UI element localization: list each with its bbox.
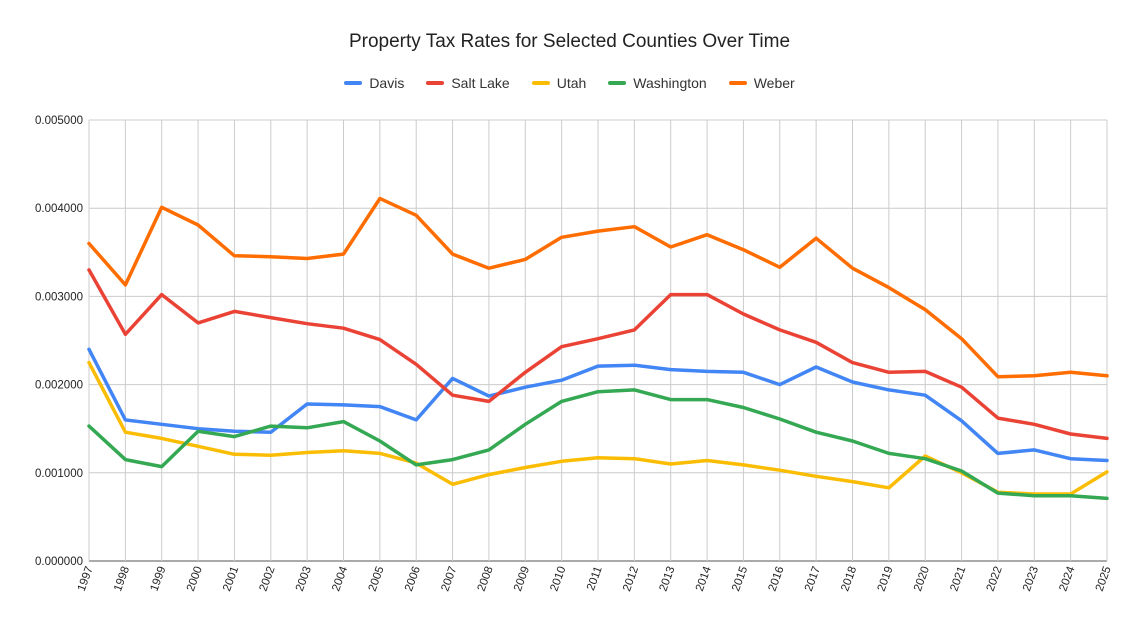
y-tick-label: 0.003000	[35, 291, 83, 303]
series-line-salt-lake	[87, 268, 1109, 441]
x-tick-label: 2021	[948, 565, 968, 593]
legend-swatch	[344, 81, 363, 85]
y-tick-label: 0.004000	[35, 203, 83, 215]
x-tick-label: 2015	[730, 565, 750, 593]
y-tick-label: 0.001000	[35, 468, 83, 480]
grid	[88, 119, 1108, 562]
legend-label: Utah	[556, 75, 587, 91]
legend-label: Washington	[633, 75, 707, 91]
x-tick-label: 1999	[149, 565, 169, 593]
x-tick-label: 2007	[439, 565, 459, 593]
x-tick-label: 2017	[803, 565, 823, 593]
x-tick-label: 2013	[658, 565, 678, 593]
x-tick-label: 2022	[985, 565, 1005, 593]
series-line-washington	[87, 388, 1109, 501]
legend-swatch	[608, 81, 627, 85]
x-tick-label: 2011	[585, 565, 605, 592]
x-tick-label: 2003	[294, 565, 314, 593]
x-tick-label: 2010	[548, 565, 568, 593]
legend-swatch	[426, 81, 445, 85]
y-tick-label: 0.005000	[35, 115, 83, 127]
x-tick-label: 2005	[367, 565, 387, 593]
legend-item: Salt Lake	[426, 75, 510, 91]
x-tick-label: 2019	[876, 565, 896, 593]
x-tick-label: 1998	[112, 565, 132, 593]
x-tick-label: 2002	[258, 565, 278, 593]
legend-item: Weber	[728, 75, 795, 91]
legend-swatch	[728, 81, 747, 85]
x-tick-label: 2020	[912, 565, 932, 593]
x-tick-label: 2024	[1057, 564, 1077, 593]
x-tick-label: 2009	[512, 565, 532, 593]
legend-item: Utah	[531, 75, 587, 91]
x-tick-label: 1997	[76, 565, 96, 593]
legend: Davis Salt Lake Utah Washington Weber	[0, 75, 1139, 91]
x-tick-label: 2023	[1021, 565, 1041, 593]
x-tick-label: 2008	[476, 565, 496, 593]
x-tick-label: 2004	[330, 564, 350, 593]
series-line-weber	[87, 196, 1109, 379]
legend-label: Davis	[369, 75, 405, 91]
y-tick-label: 0.000000	[35, 556, 83, 568]
x-tick-label: 2018	[839, 565, 859, 593]
x-tick-label: 2001	[221, 565, 241, 593]
legend-label: Salt Lake	[451, 75, 510, 91]
x-tick-label: 2014	[694, 564, 714, 593]
x-tick-label: 2006	[403, 565, 423, 593]
legend-item: Washington	[608, 75, 707, 91]
x-axis-tick-labels: 1997 1998 1999 2000 2001 2002 2003 2004 2005 2006…	[76, 564, 1114, 593]
legend-swatch	[531, 81, 550, 85]
y-axis-tick-labels: 0.000000 0.001000 0.002000 0.003000 0.004000…	[35, 115, 83, 568]
chart-title: Property Tax Rates for Selected Counties…	[348, 31, 791, 52]
y-tick-label: 0.002000	[35, 380, 83, 392]
x-tick-label: 2012	[621, 565, 641, 593]
legend-item: Davis	[344, 75, 404, 91]
series-line-davis	[87, 347, 1109, 463]
x-tick-label: 2000	[185, 565, 205, 593]
x-tick-label: 2016	[767, 565, 787, 593]
x-tick-label: 2025	[1094, 565, 1114, 593]
series-lines	[87, 196, 1109, 501]
legend-label: Weber	[753, 75, 795, 91]
